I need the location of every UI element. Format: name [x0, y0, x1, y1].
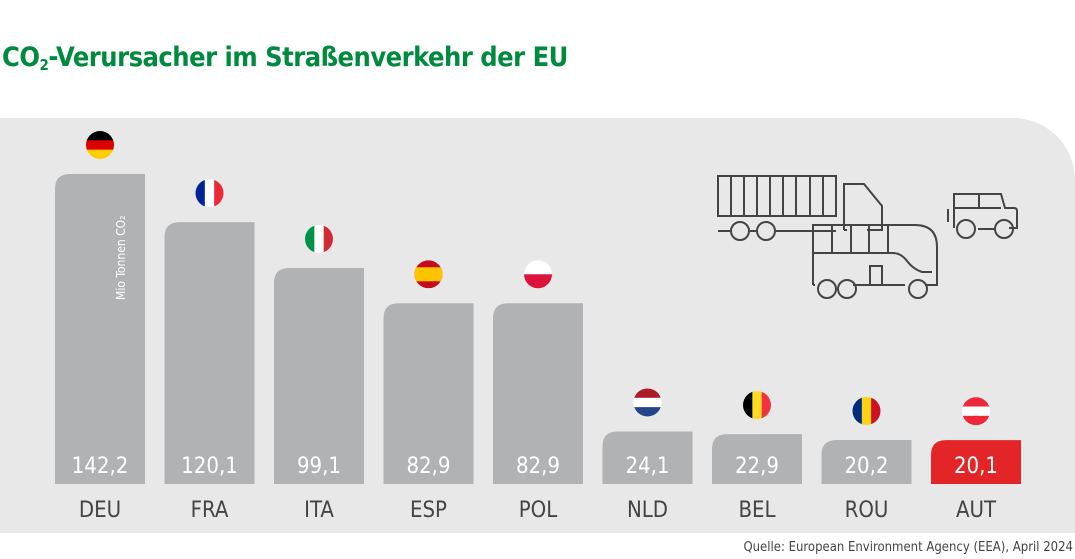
category-label: ROU: [845, 498, 889, 523]
value-label: 24,1: [625, 454, 669, 479]
car-icon: [947, 193, 1018, 239]
austria-flag-icon: [962, 397, 990, 426]
category-label: ITA: [304, 498, 334, 523]
netherlands-flag-icon: [633, 388, 662, 417]
category-label: POL: [519, 498, 558, 523]
value-label: 82,9: [406, 454, 450, 479]
value-label: 20,2: [844, 454, 888, 479]
bar-fra: [164, 222, 255, 484]
belgium-flag-icon: [743, 391, 771, 420]
value-label: 22,9: [735, 454, 779, 479]
value-label: 142,2: [72, 454, 129, 479]
bar-nld: [602, 431, 693, 484]
bar-pol: [493, 303, 583, 484]
value-label: 99,1: [297, 454, 341, 479]
category-label: NLD: [627, 498, 668, 523]
value-label: 120,1: [181, 454, 238, 479]
category-label: ESP: [410, 498, 447, 523]
bar-deu: [55, 174, 145, 484]
source-note: Quelle: European Environment Agency (EEA…: [743, 540, 1073, 555]
category-label: DEU: [79, 498, 121, 523]
germany-flag-icon: [86, 131, 114, 159]
unit-label: Mio Tonnen CO₂: [114, 215, 128, 300]
value-label: 20,1: [954, 454, 998, 479]
spain-flag-icon: [414, 260, 443, 289]
poland-flag-icon: [524, 260, 552, 289]
chart-title: CO2-Verursacher im Straßenverkehr der EU: [2, 42, 568, 74]
bar-bel: [712, 434, 802, 484]
bar-ita: [274, 267, 364, 484]
bar-esp: [383, 303, 474, 484]
category-label: AUT: [956, 498, 997, 523]
value-label: 82,9: [516, 454, 560, 479]
category-label: FRA: [191, 498, 229, 523]
italy-flag-icon: [305, 224, 333, 253]
category-label: BEL: [738, 498, 775, 523]
france-flag-icon: [195, 179, 224, 208]
truck-icon: [717, 175, 883, 241]
bar-rou: [821, 439, 912, 484]
romania-flag-icon: [852, 396, 881, 425]
bar-aut: [931, 440, 1021, 484]
bus-icon: [812, 224, 938, 299]
